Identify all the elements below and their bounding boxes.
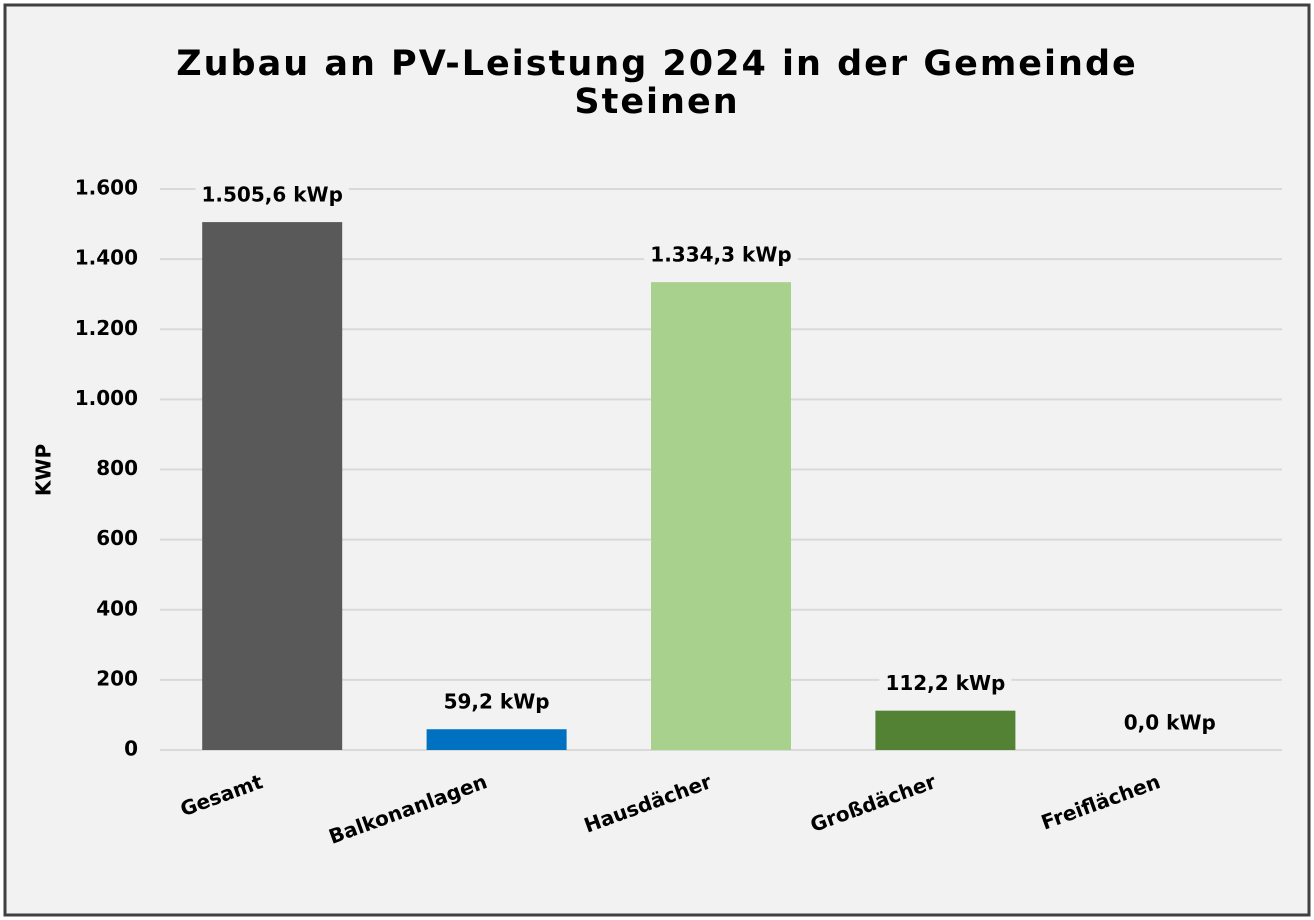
bar [875, 710, 1016, 750]
y-tick-label: 1.400 [75, 246, 138, 270]
y-tick-label: 800 [96, 456, 138, 480]
data-label: 1.505,6 kWp [201, 183, 342, 207]
y-tick-label: 600 [96, 526, 138, 550]
data-label-background [437, 687, 556, 716]
y-tick-label: 200 [96, 666, 138, 690]
y-tick-label: 1.000 [75, 386, 138, 410]
y-tick-label: 1.200 [75, 316, 138, 340]
data-label: 112,2 kWp [885, 671, 1005, 695]
data-label-background [195, 180, 349, 209]
data-label: 1.334,3 kWp [650, 243, 791, 267]
y-tick-label: 400 [96, 596, 138, 620]
data-label-background [644, 240, 798, 269]
bar [202, 222, 343, 750]
y-axis-label: KWP [32, 444, 56, 496]
data-label-background [879, 669, 1012, 698]
data-label: 59,2 kWp [444, 690, 550, 714]
y-tick-label: 0 [124, 737, 138, 761]
y-tick-label: 1.600 [75, 176, 138, 200]
bar [426, 729, 567, 750]
chart-title: Zubau an PV-Leistung 2024 in der Gemeind… [176, 44, 1138, 122]
data-label: 0,0 kWp [1124, 711, 1216, 735]
bar [651, 282, 791, 750]
data-label-background [1117, 708, 1222, 737]
